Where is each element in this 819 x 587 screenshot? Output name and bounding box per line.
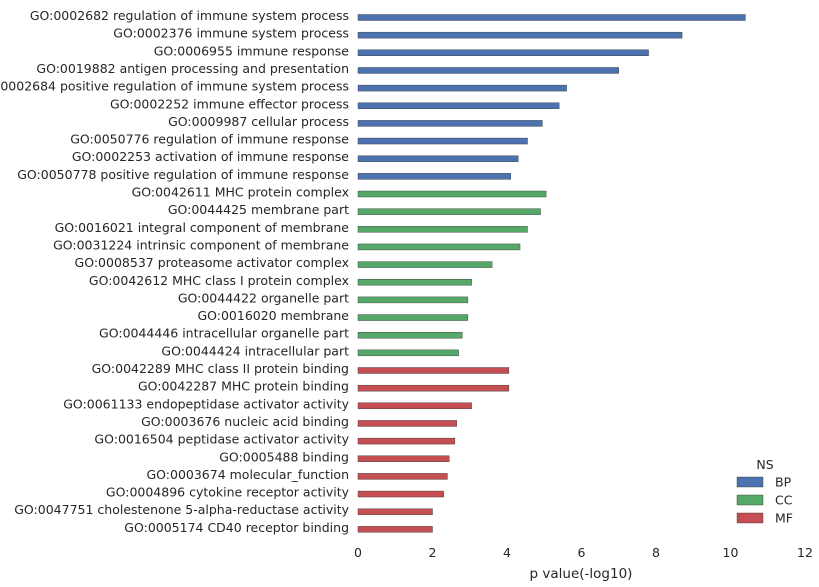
category-label: GO:0061133 endopeptidase activator activ… xyxy=(63,396,349,411)
bar-mf xyxy=(357,490,444,498)
category-label: GO:0003674 molecular_function xyxy=(146,467,349,482)
bars-layer xyxy=(357,14,746,533)
category-label: GO:0044446 intracellular organelle part xyxy=(99,326,349,341)
category-label: GO:0002376 immune system process xyxy=(113,26,349,41)
bar-mf xyxy=(357,420,457,427)
bar-mf xyxy=(357,437,456,445)
bar-mf xyxy=(357,455,450,462)
x-tick-label: 2 xyxy=(429,545,437,560)
category-label: GO:0016504 peptidase activator activity xyxy=(94,432,349,447)
bar-bp xyxy=(357,155,519,162)
x-tick-label: 10 xyxy=(723,545,739,560)
bar-bp xyxy=(357,14,746,21)
category-label: GO:0002253 activation of immune response xyxy=(72,149,349,164)
legend-swatch-mf xyxy=(736,512,764,524)
category-label: GO:0002252 immune effector process xyxy=(110,96,349,111)
bar-bp xyxy=(357,102,560,109)
category-label: GO:0009987 cellular process xyxy=(168,114,349,129)
bar-bp xyxy=(357,173,511,180)
category-label: GO:0016020 membrane xyxy=(197,308,349,323)
category-label: GO:0005488 binding xyxy=(219,449,349,464)
x-axis-title: p value(-log10) xyxy=(530,566,633,582)
legend-label-bp: BP xyxy=(775,475,792,490)
bar-bp xyxy=(357,120,543,127)
category-label: GO:0050778 positive regulation of immune… xyxy=(17,167,349,182)
x-tick-label: 4 xyxy=(503,545,511,560)
bar-cc xyxy=(357,226,528,233)
legend-title: NS xyxy=(756,457,773,472)
legend-entries: BP CC MF xyxy=(736,475,793,526)
category-label: GO:0005174 CD40 receptor binding xyxy=(124,520,349,535)
category-label: GO:0002682 regulation of immune system p… xyxy=(30,8,349,23)
legend-swatch-bp xyxy=(736,476,764,488)
category-label: GO:0050776 regulation of immune response xyxy=(70,132,349,147)
bar-cc xyxy=(357,349,459,357)
bar-cc xyxy=(357,208,541,215)
bar-cc xyxy=(357,296,469,304)
category-label: GO:0002684 positive regulation of immune… xyxy=(0,79,349,94)
category-label: GO:0044425 membrane part xyxy=(168,202,349,217)
bar-cc xyxy=(357,190,547,198)
category-label: GO:0019882 antigen processing and presen… xyxy=(36,61,349,76)
category-label: GO:0044422 organelle part xyxy=(178,290,349,305)
legend-swatch-cc xyxy=(736,494,764,506)
bar-bp xyxy=(357,49,649,56)
category-label: GO:0042612 MHC class I protein complex xyxy=(89,273,349,288)
category-label: GO:0042289 MHC class II protein binding xyxy=(92,361,349,376)
category-label: GO:0008537 proteasome activator complex xyxy=(75,255,349,270)
bar-bp xyxy=(357,84,567,92)
category-label: GO:0003676 nucleic acid binding xyxy=(141,414,349,429)
bar-cc xyxy=(357,261,493,268)
bar-mf xyxy=(357,384,510,392)
x-tick-label: 8 xyxy=(652,545,660,560)
category-label: GO:0044424 intracellular part xyxy=(161,343,349,358)
bar-mf xyxy=(357,508,433,515)
x-axis-ticks: 0 2 4 6 8 10 12 xyxy=(354,545,813,560)
bar-mf xyxy=(357,367,510,374)
legend-label-cc: CC xyxy=(775,493,793,508)
bar-cc xyxy=(357,314,469,321)
category-label: GO:0016021 integral component of membran… xyxy=(55,220,350,235)
x-tick-label: 6 xyxy=(578,545,586,560)
bar-bp xyxy=(357,67,619,74)
x-tick-label: 0 xyxy=(354,545,362,560)
category-label: GO:0004896 cytokine receptor activity xyxy=(106,485,350,500)
bar-cc xyxy=(357,279,472,286)
category-label: GO:0006955 immune response xyxy=(154,43,350,58)
bar-bp xyxy=(357,31,683,39)
bar-cc xyxy=(357,332,463,339)
category-labels: GO:0002682 regulation of immune system p… xyxy=(0,8,350,535)
bar-mf xyxy=(357,402,472,409)
bar-mf xyxy=(357,526,433,533)
legend: NS BP CC MF xyxy=(736,457,793,526)
bar-cc xyxy=(357,243,521,251)
x-tick-label: 12 xyxy=(797,545,813,560)
category-label: GO:0047751 cholestenone 5-alpha-reductas… xyxy=(14,502,349,517)
category-label: GO:0042287 MHC protein binding xyxy=(138,379,349,394)
bar-bp xyxy=(357,137,528,145)
legend-label-mf: MF xyxy=(775,511,793,526)
category-label: GO:0031224 intrinsic component of membra… xyxy=(53,237,349,252)
bar-mf xyxy=(357,473,448,480)
category-label: GO:0042611 MHC protein complex xyxy=(132,185,349,200)
